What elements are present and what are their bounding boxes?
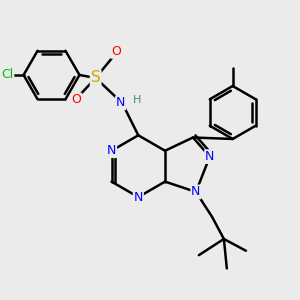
Text: O: O (72, 94, 82, 106)
Text: N: N (116, 96, 125, 110)
Text: Cl: Cl (1, 68, 13, 82)
Text: N: N (107, 144, 116, 157)
Text: N: N (134, 190, 143, 204)
Text: N: N (205, 150, 214, 163)
Text: N: N (191, 185, 201, 198)
Text: O: O (111, 45, 121, 58)
Text: H: H (133, 95, 142, 105)
Text: S: S (91, 70, 100, 86)
